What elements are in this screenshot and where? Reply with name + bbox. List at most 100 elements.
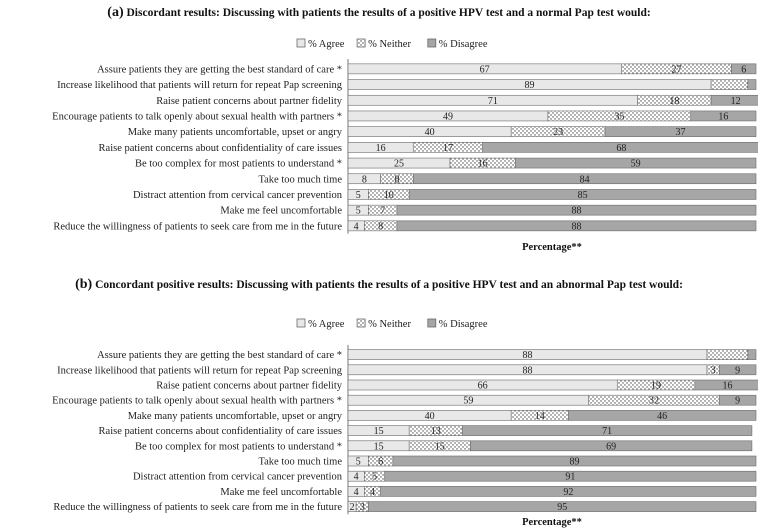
legend-swatch-agree [296, 38, 306, 48]
data-label-disagree: 71 [602, 426, 612, 437]
x-axis-title: Percentage** [522, 242, 582, 253]
data-label-agree: 67 [480, 64, 490, 75]
data-label-disagree: 95 [557, 502, 567, 513]
category-label: Encourage patients to talk openly about … [52, 111, 342, 122]
data-label-disagree: 6 [741, 64, 746, 75]
data-label-disagree: 16 [722, 381, 732, 392]
data-label-neither: 3 [360, 502, 365, 513]
bar-segment-disagree [392, 455, 757, 467]
bar-segment-disagree [461, 425, 753, 436]
data-label-neither: 15 [435, 441, 445, 452]
category-label: Take too much time [258, 457, 342, 468]
bar-segment-disagree [604, 126, 757, 137]
data-label-agree: 40 [425, 411, 435, 422]
data-label-disagree: 9 [735, 365, 740, 376]
data-label-disagree: 9 [735, 396, 740, 407]
bar-segment-disagree [710, 94, 758, 106]
legend-swatch-disagree [427, 318, 437, 328]
legend-label-neither: % Neither [368, 39, 411, 50]
chart-title-b: (b) Concordant positive results: Discuss… [20, 278, 738, 292]
title-text-a: Discordant results: Discussing with pati… [126, 7, 651, 19]
data-label-disagree: 12 [731, 96, 741, 107]
data-label-neither: 10 [384, 190, 394, 201]
data-label-agree: 71 [488, 96, 498, 107]
data-label-disagree: 88 [571, 221, 581, 232]
legend-swatch-agree [296, 318, 306, 328]
bar-segment-neither [706, 349, 749, 360]
category-label: Reduce the willingness of patients to se… [53, 221, 342, 232]
data-label-neither: 18 [669, 96, 679, 107]
bar-segment-disagree [747, 349, 757, 360]
data-label-neither: 8 [378, 221, 383, 232]
data-label-agree: 49 [443, 111, 453, 122]
bar-segment-disagree [412, 173, 757, 185]
data-label-neither: 17 [443, 143, 453, 154]
bar-segment-disagree [408, 189, 757, 200]
title-text-b: Concordant positive results: Discussing … [95, 279, 683, 291]
bar-segment-disagree [694, 379, 758, 391]
category-label: Increase likelihood that patients will r… [57, 365, 343, 376]
data-label-disagree: 84 [580, 174, 590, 185]
data-label-disagree: 85 [578, 190, 588, 201]
bar-segment-disagree [718, 394, 757, 406]
data-label-neither: 27 [671, 64, 681, 75]
data-label-disagree: 89 [569, 457, 579, 468]
chart-legend: % Agree % Neither % Disagree [296, 318, 488, 330]
bar-segment-disagree [380, 486, 757, 497]
data-label-agree: 4 [354, 487, 359, 498]
category-label: Be too complex for most patients to unde… [135, 441, 342, 452]
data-label-neither: 23 [553, 127, 563, 138]
bar-segment-disagree [514, 157, 757, 169]
category-label: Make me feel uncomfortable [220, 487, 342, 498]
data-label-agree: 16 [376, 143, 386, 154]
chart-title-a: (a) Discordant results: Discussing with … [20, 6, 738, 20]
data-label-disagree: 92 [563, 487, 573, 498]
category-label: Increase likelihood that patients will r… [57, 80, 343, 91]
legend-label-agree: % Agree [308, 319, 345, 330]
category-label: Raise patient concerns about partner fid… [156, 381, 342, 392]
data-label-agree: 89 [525, 80, 535, 91]
data-label-agree: 5 [356, 457, 361, 468]
x-axis-title: Percentage** [522, 517, 582, 528]
legend-swatch-disagree [427, 38, 437, 48]
bar-segment-disagree [368, 501, 757, 512]
data-label-neither: 32 [649, 396, 659, 407]
category-label: Raise patient concerns about confidentia… [99, 143, 342, 154]
category-label: Take too much time [258, 174, 342, 185]
data-label-agree: 5 [356, 206, 361, 217]
legend-label-neither: % Neither [368, 319, 411, 330]
bar-segment-disagree [384, 470, 757, 482]
data-label-disagree: 46 [657, 411, 667, 422]
category-label: Make many patients uncomfortable, upset … [128, 127, 343, 138]
legend-label-disagree: % Disagree [439, 39, 488, 50]
category-label: Be too complex for most patients to unde… [135, 159, 342, 170]
data-label-neither: 13 [431, 426, 441, 437]
stacked-bar-chart-b: % Agree % Neither % Disagree Assure patient… [52, 318, 758, 528]
data-label-neither: 5 [372, 472, 377, 483]
data-label-agree: 2 [350, 502, 355, 513]
legend-swatch-neither [356, 38, 366, 48]
chart-legend: % Agree % Neither % Disagree [296, 38, 488, 50]
data-label-agree: 40 [425, 127, 435, 138]
data-label-disagree: 69 [606, 441, 616, 452]
data-label-agree: 15 [374, 426, 384, 437]
data-label-neither: 14 [535, 411, 545, 422]
bar-segment-disagree [568, 410, 757, 421]
data-label-disagree: 91 [565, 472, 575, 483]
data-label-agree: 25 [394, 159, 404, 170]
stacked-bar-chart-a: % Agree % Neither % Disagree Assure patient… [52, 38, 758, 253]
panel-label-b: (b) [75, 277, 93, 292]
data-label-agree: 59 [463, 396, 473, 407]
data-label-neither: 16 [478, 159, 488, 170]
data-label-agree: 4 [354, 472, 359, 483]
chart-panel-a: (a) Discordant results: Discussing with … [0, 0, 758, 262]
category-label: Assure patients they are getting the bes… [97, 64, 342, 75]
data-label-agree: 66 [478, 381, 488, 392]
category-label: Make me feel uncomfortable [220, 206, 342, 217]
bar-segment-disagree [482, 142, 758, 153]
chart-panel-b: (b) Concordant positive results: Discuss… [0, 272, 758, 531]
category-label: Assure patients they are getting the bes… [97, 350, 342, 361]
data-label-agree: 4 [354, 221, 359, 232]
category-label: Distract attention from cervical cancer … [133, 190, 343, 201]
bar-segment-disagree [718, 364, 757, 376]
